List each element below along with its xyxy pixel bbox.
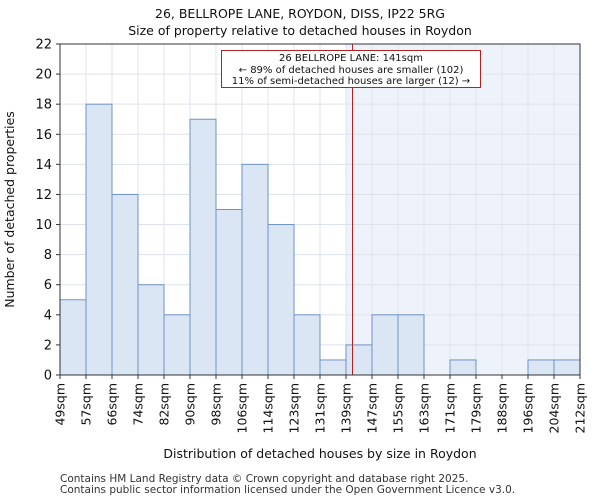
y-tick-label: 16	[35, 128, 52, 143]
footer-copyright: Contains HM Land Registry data © Crown c…	[60, 473, 469, 485]
x-tick-label: 163sqm	[417, 383, 432, 433]
histogram-bar	[189, 118, 217, 376]
x-tick-label: 82sqm	[157, 383, 172, 426]
x-axis-label: Distribution of detached houses by size …	[163, 446, 476, 461]
x-tick-label: 57sqm	[79, 383, 94, 426]
x-tick-label: 139sqm	[339, 383, 354, 433]
x-tick-label: 98sqm	[209, 383, 224, 426]
y-axis-label: Number of detached properties	[2, 111, 17, 308]
x-tick-label: 204sqm	[547, 383, 562, 433]
x-tick-label: 49sqm	[53, 383, 68, 426]
y-tick-label: 4	[44, 308, 52, 323]
annotation-line-2: ← 89% of detached houses are smaller (10…	[238, 64, 464, 76]
y-tick-label: 0	[44, 369, 52, 384]
x-tick-label: 188sqm	[495, 383, 510, 433]
x-tick-label: 212sqm	[573, 383, 588, 433]
x-tick-label: 90sqm	[183, 383, 198, 426]
property-annotation: 26 BELLROPE LANE: 141sqm ← 89% of detach…	[221, 50, 481, 88]
histogram-bar	[241, 163, 269, 376]
histogram-bar	[163, 314, 191, 376]
footer-licence: Contains public sector information licen…	[60, 484, 516, 496]
histogram-bar	[449, 359, 477, 376]
y-tick-label: 8	[44, 248, 52, 263]
histogram-bar	[371, 314, 399, 376]
y-tick-label: 18	[35, 98, 52, 113]
y-tick-label: 12	[35, 188, 52, 203]
histogram-bar	[345, 344, 373, 376]
histogram-bar	[111, 193, 139, 376]
histogram-bar	[397, 314, 425, 376]
x-tick-label: 74sqm	[131, 383, 146, 426]
histogram-bar	[527, 359, 555, 376]
x-tick-label: 123sqm	[287, 383, 302, 433]
histogram-bar	[85, 103, 113, 376]
y-tick-label: 14	[35, 158, 52, 173]
x-tick-label: 106sqm	[235, 383, 250, 433]
histogram-bar	[59, 299, 87, 376]
y-tick-label: 2	[44, 338, 52, 353]
histogram-bar	[553, 359, 581, 376]
x-tick-label: 155sqm	[391, 383, 406, 433]
annotation-line-3: 11% of semi-detached houses are larger (…	[231, 76, 471, 87]
x-tick-label: 196sqm	[521, 383, 536, 433]
histogram-bar	[137, 284, 165, 376]
x-tick-label: 147sqm	[365, 383, 380, 433]
histogram-bar	[293, 314, 321, 376]
x-tick-label: 66sqm	[105, 383, 120, 426]
histogram-bar	[215, 209, 243, 376]
histogram-bar	[267, 224, 295, 376]
y-tick-label: 20	[35, 68, 52, 83]
chart-subtitle: Size of property relative to detached ho…	[128, 23, 472, 38]
y-tick-label: 22	[35, 38, 52, 53]
y-tick-label: 10	[35, 218, 52, 233]
x-tick-label: 131sqm	[313, 383, 328, 433]
histogram-bar	[319, 359, 347, 376]
x-tick-label: 171sqm	[443, 383, 458, 433]
x-tick-label: 114sqm	[261, 383, 276, 433]
x-tick-label: 179sqm	[469, 383, 484, 433]
y-tick-label: 6	[44, 278, 52, 293]
chart-title: 26, BELLROPE LANE, ROYDON, DISS, IP22 5R…	[155, 6, 445, 21]
annotation-line-1: 26 BELLROPE LANE: 141sqm	[279, 53, 423, 64]
